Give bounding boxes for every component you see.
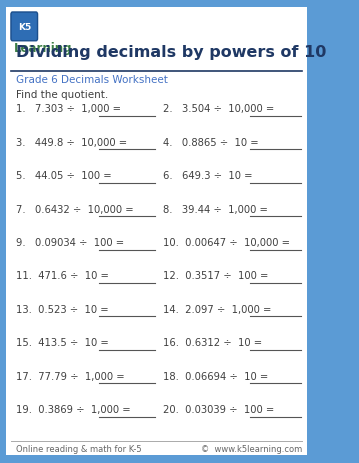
Text: Find the quotient.: Find the quotient. — [16, 90, 108, 100]
Text: 14.  2.097 ÷  1,000 =: 14. 2.097 ÷ 1,000 = — [163, 304, 271, 314]
Text: K5: K5 — [18, 23, 31, 32]
Text: 10.  0.00647 ÷  10,000 =: 10. 0.00647 ÷ 10,000 = — [163, 238, 290, 248]
FancyBboxPatch shape — [11, 13, 38, 42]
Text: 8.   39.44 ÷  1,000 =: 8. 39.44 ÷ 1,000 = — [163, 204, 267, 214]
Text: Dividing decimals by powers of 10: Dividing decimals by powers of 10 — [16, 45, 326, 60]
Text: 16.  0.6312 ÷  10 =: 16. 0.6312 ÷ 10 = — [163, 338, 262, 348]
Text: Online reading & math for K-5: Online reading & math for K-5 — [16, 444, 141, 452]
Text: 19.  0.3869 ÷  1,000 =: 19. 0.3869 ÷ 1,000 = — [16, 404, 130, 414]
Text: 4.   0.8865 ÷  10 =: 4. 0.8865 ÷ 10 = — [163, 138, 258, 148]
Text: ©  www.k5learning.com: © www.k5learning.com — [201, 444, 302, 452]
Text: 1.   7.303 ÷  1,000 =: 1. 7.303 ÷ 1,000 = — [16, 104, 121, 114]
Text: 17.  77.79 ÷  1,000 =: 17. 77.79 ÷ 1,000 = — [16, 371, 124, 381]
Text: 5.   44.05 ÷  100 =: 5. 44.05 ÷ 100 = — [16, 171, 111, 181]
Text: 12.  0.3517 ÷  100 =: 12. 0.3517 ÷ 100 = — [163, 271, 268, 281]
Text: 2.   3.504 ÷  10,000 =: 2. 3.504 ÷ 10,000 = — [163, 104, 274, 114]
Text: 3.   449.8 ÷  10,000 =: 3. 449.8 ÷ 10,000 = — [16, 138, 127, 148]
Text: 7.   0.6432 ÷  10,000 =: 7. 0.6432 ÷ 10,000 = — [16, 204, 133, 214]
Text: Grade 6 Decimals Worksheet: Grade 6 Decimals Worksheet — [16, 75, 168, 85]
Text: 13.  0.523 ÷  10 =: 13. 0.523 ÷ 10 = — [16, 304, 108, 314]
Text: Learning: Learning — [13, 42, 72, 55]
Text: 15.  413.5 ÷  10 =: 15. 413.5 ÷ 10 = — [16, 338, 108, 348]
Text: 11.  471.6 ÷  10 =: 11. 471.6 ÷ 10 = — [16, 271, 108, 281]
Text: 18.  0.06694 ÷  10 =: 18. 0.06694 ÷ 10 = — [163, 371, 268, 381]
Text: 20.  0.03039 ÷  100 =: 20. 0.03039 ÷ 100 = — [163, 404, 274, 414]
Text: 6.   649.3 ÷  10 =: 6. 649.3 ÷ 10 = — [163, 171, 252, 181]
FancyBboxPatch shape — [6, 8, 307, 455]
Text: 9.   0.09034 ÷  100 =: 9. 0.09034 ÷ 100 = — [16, 238, 124, 248]
